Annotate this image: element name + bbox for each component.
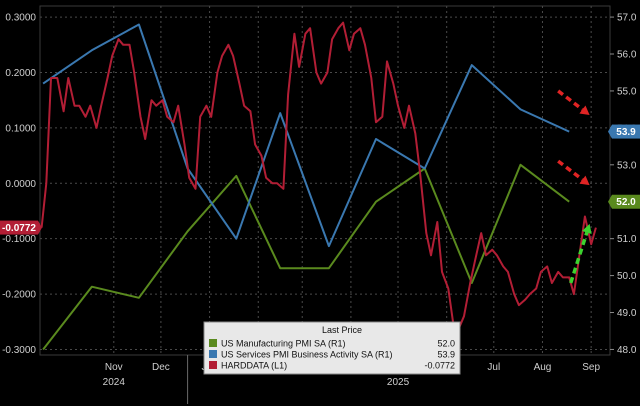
badges: 52.0 53.9 -0.0772 [0,124,640,235]
legend-value-1: 53.9 [437,350,455,360]
left-tick-label: 0.1000 [5,123,36,134]
legend: Last Price US Manufacturing PMI SA (R1) 52… [203,321,461,375]
year-label: 2025 [387,377,410,388]
left-tick-label: -0.1000 [2,234,36,245]
series-line-1 [42,23,570,248]
right-tick-label: 57.0 [617,13,637,24]
left-tick-label: 0.0000 [5,179,36,190]
left-tick-label: -0.2000 [2,290,36,301]
x-tick-label: Jul [487,362,500,373]
badge-0 [612,194,640,209]
badge-label-2: -0.0772 [2,223,36,234]
legend-value-0: 52.0 [437,339,455,349]
annotation-arrowhead-0 [579,105,590,115]
badge-label-0: 52.0 [616,197,636,208]
left-tick-label: -0.3000 [2,345,36,356]
badge-label-1: 53.9 [616,127,636,138]
series-layer [40,21,597,351]
legend-name-1: US Services PMI Business Activity SA (R1… [221,350,393,360]
right-tick-label: 51.0 [617,234,637,245]
legend-name-0: US Manufacturing PMI SA (R1) [221,339,346,349]
badge-pointer-2 [38,220,42,235]
legend-box [203,321,461,375]
year-label: 2024 [103,377,126,388]
legend-swatch-2 [209,361,217,369]
right-tick-label: 50.0 [617,271,637,282]
legend-header: Last Price [322,325,362,335]
annotation-arrow-1 [557,159,584,182]
x-tick-label: Aug [534,362,552,373]
left-tick-label: 0.2000 [5,68,36,79]
x-tick-label: Nov [105,362,123,373]
annotations [557,89,592,284]
annotation-arrow-0 [557,89,584,111]
annotation-arrowhead-2 [582,223,592,234]
badge-2 [0,220,38,235]
x-tick-label: Sep [582,362,600,373]
legend-value-2: -0.0772 [424,361,455,371]
legend-swatch-0 [209,339,217,347]
badge-1 [612,124,640,139]
left-tick-label: 0.3000 [5,13,36,24]
series-line-0 [42,163,570,351]
right-tick-label: 48.0 [617,345,637,356]
right-tick-label: 55.0 [617,86,637,97]
right-tick-label: 53.0 [617,160,637,171]
annotation-arrowhead-1 [579,175,590,186]
x-tick-label: Dec [152,362,170,373]
right-tick-label: 56.0 [617,50,637,61]
legend-name-2: HARDDATA (L1) [221,361,287,371]
legend-swatch-1 [209,350,217,358]
annotation-arrow-2 [569,231,589,284]
right-tick-label: 49.0 [617,308,637,319]
badge-pointer-0 [608,194,612,209]
badge-pointer-1 [608,124,612,139]
series-line-2 [40,21,597,329]
